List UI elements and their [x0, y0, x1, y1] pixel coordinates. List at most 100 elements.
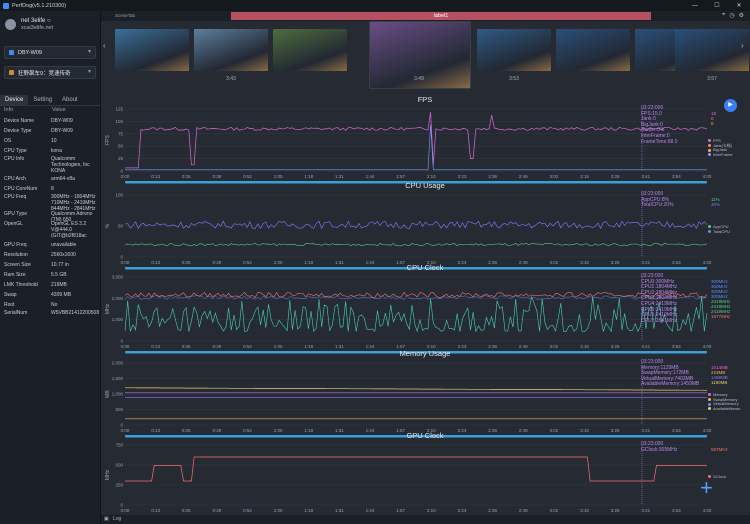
- screenshot-thumbnail[interactable]: [194, 29, 268, 71]
- chevron-left-icon[interactable]: ‹: [103, 41, 106, 50]
- legend-item[interactable]: FPS: [708, 138, 733, 144]
- y-tick-label: 500: [115, 463, 123, 468]
- x-tick-label: 4:00: [703, 508, 712, 513]
- legend-item[interactable]: GClock: [708, 474, 726, 480]
- cursor-tooltip: 03:23:000 Memory:1129MB SwapMemory:172MB Vi…: [641, 359, 699, 388]
- app-select[interactable]: 狂野飙车9：竞速传奇 ▾: [4, 66, 96, 79]
- device-select[interactable]: DBY-W09 ▾: [4, 46, 96, 59]
- x-tick-label: 0:26: [182, 174, 191, 179]
- scene-label-bar[interactable]: label1: [231, 12, 651, 20]
- screenshot-thumbnail[interactable]: [675, 29, 749, 71]
- legend-item[interactable]: TotalCPU: [708, 229, 730, 235]
- y-axis-label: %: [105, 223, 111, 228]
- legend-item[interactable]: Memory: [708, 392, 740, 398]
- screenshot-thumbnail[interactable]: [273, 29, 347, 71]
- minimize-icon[interactable]: —: [692, 2, 698, 9]
- legend-item[interactable]: InterFrame: [708, 152, 733, 158]
- y-axis-label: MHz: [105, 469, 111, 480]
- info-key: Device Name: [4, 118, 35, 124]
- x-tick-label: 3:54: [672, 508, 681, 513]
- x-tick-label: 0:39: [213, 260, 222, 265]
- settings-icon[interactable]: ⚙: [738, 13, 744, 19]
- sidebar-tabs: Device Setting About: [0, 95, 100, 106]
- current-value: 1014MB: [711, 365, 728, 370]
- close-icon[interactable]: ✕: [736, 3, 742, 9]
- info-row: CPU Freq 300MHz - 1804MHz 710MHz - 2419MH…: [0, 194, 100, 212]
- time-scrollbar[interactable]: [125, 181, 707, 184]
- info-row: GPU Type Qualcomm Adreno (TM) 650: [0, 211, 100, 223]
- tooltip-line: Jank:0: [641, 116, 656, 123]
- chart-panel-cpu-usage: CPU Usage 100 50 0% 0:00 0:13 0:26 0:39 0:52 1:05…: [105, 181, 712, 270]
- x-tick-label: 0:39: [213, 174, 222, 179]
- x-tick-label: 0:13: [151, 260, 160, 265]
- info-row: SerialNum W5VBB21412200508: [0, 310, 100, 316]
- log-label[interactable]: Log: [113, 516, 122, 522]
- x-tick-label: 1:57: [396, 508, 405, 513]
- chart-legend: GClock: [708, 474, 726, 480]
- time-scrollbar[interactable]: [125, 267, 707, 270]
- time-scrollbar[interactable]: [125, 435, 707, 438]
- x-tick-label: 3:15: [580, 428, 589, 433]
- current-value: 2419MHz: [711, 299, 731, 304]
- screenshot-thumbnail[interactable]: [369, 21, 471, 89]
- legend-item[interactable]: Jank(卡顿): [708, 143, 733, 149]
- maximize-icon[interactable]: ☐: [714, 3, 720, 9]
- x-tick-label: 2:36: [488, 344, 497, 349]
- screenshot-thumbnail[interactable]: [477, 29, 551, 71]
- current-values: 19 0 0: [711, 111, 716, 126]
- cursor-tooltip: 03:23:000 CPU0:300MHz CPU1:1804MHz CPU2:180…: [641, 273, 677, 324]
- x-tick-label: 1:57: [396, 174, 405, 179]
- legend-item[interactable]: VirtualMemory: [708, 401, 740, 407]
- main-area: SceneTab label1 ⌖ ◷ ⚙ ‹ 3:43 3:49 3:53 3:57…: [101, 11, 750, 524]
- tooltip-line: VirtualMemory:7403MB: [641, 375, 694, 382]
- info-key: Ram Size: [4, 272, 26, 278]
- info-key-header: Info: [4, 107, 14, 113]
- x-tick-label: 3:15: [580, 508, 589, 513]
- x-tick-label: 3:41: [641, 508, 650, 513]
- x-tick-label: 1:44: [366, 508, 375, 513]
- x-tick-label: 1:18: [304, 174, 313, 179]
- x-tick-label: 2:23: [458, 344, 467, 349]
- log-toggle-icon[interactable]: ▣: [104, 516, 109, 522]
- x-tick-label: 1:18: [304, 260, 313, 265]
- info-value: Qualcomm Technologies, Inc KONA: [51, 156, 90, 174]
- tab-setting[interactable]: Setting: [33, 97, 53, 103]
- tooltip-line: CPU0:300MHz: [641, 278, 675, 285]
- play-icon[interactable]: ▶: [724, 99, 737, 112]
- time-scrollbar[interactable]: [125, 351, 707, 354]
- current-value: 1190MB: [711, 380, 728, 385]
- x-tick-label: 2:23: [458, 260, 467, 265]
- x-tick-label: 0:39: [213, 344, 222, 349]
- x-tick-label: 0:00: [121, 260, 130, 265]
- location-icon[interactable]: ⌖: [721, 12, 726, 18]
- x-tick-label: 0:13: [151, 428, 160, 433]
- window-titlebar: PerfDog(v5.1.210300) — ☐ ✕: [0, 0, 750, 11]
- add-icon[interactable]: +: [700, 475, 713, 500]
- info-row: GPU Freq unavailable: [0, 242, 100, 248]
- info-value: 10.77 in: [51, 262, 69, 268]
- tab-device[interactable]: Device: [0, 95, 29, 105]
- y-tick-label: 100: [115, 193, 123, 198]
- x-tick-label: 3:54: [672, 344, 681, 349]
- current-value: 30%: [711, 202, 721, 207]
- info-row: CPU Type kona: [0, 148, 100, 154]
- user-profile[interactable]: net 3elife ○ xcai3elife.net: [5, 17, 53, 32]
- clock-icon[interactable]: ◷: [729, 13, 735, 19]
- cursor-tooltip: 03:23:000 AppCPU:8% TotalCPU:20%: [641, 191, 674, 209]
- y-tick-label: 250: [115, 483, 123, 488]
- legend-item[interactable]: SwapMemory: [708, 397, 740, 403]
- x-tick-label: 0:00: [121, 428, 130, 433]
- screenshot-thumbnail[interactable]: [556, 29, 630, 71]
- info-key: LMK Threshold: [4, 282, 38, 288]
- legend-item[interactable]: AvailableMemo: [708, 406, 740, 412]
- legend-item[interactable]: BigJank: [708, 147, 733, 153]
- legend-item[interactable]: AppCPU: [708, 224, 730, 230]
- tab-about[interactable]: About: [62, 97, 78, 103]
- chevron-right-icon[interactable]: ›: [741, 41, 744, 50]
- y-tick-label: 3,000: [112, 275, 124, 280]
- y-tick-label: 0: [120, 169, 123, 174]
- screenshot-thumbnail[interactable]: [115, 29, 189, 71]
- x-tick-label: 0:13: [151, 174, 160, 179]
- avatar[interactable]: [5, 19, 16, 30]
- scene-tab-label[interactable]: SceneTab: [115, 13, 136, 18]
